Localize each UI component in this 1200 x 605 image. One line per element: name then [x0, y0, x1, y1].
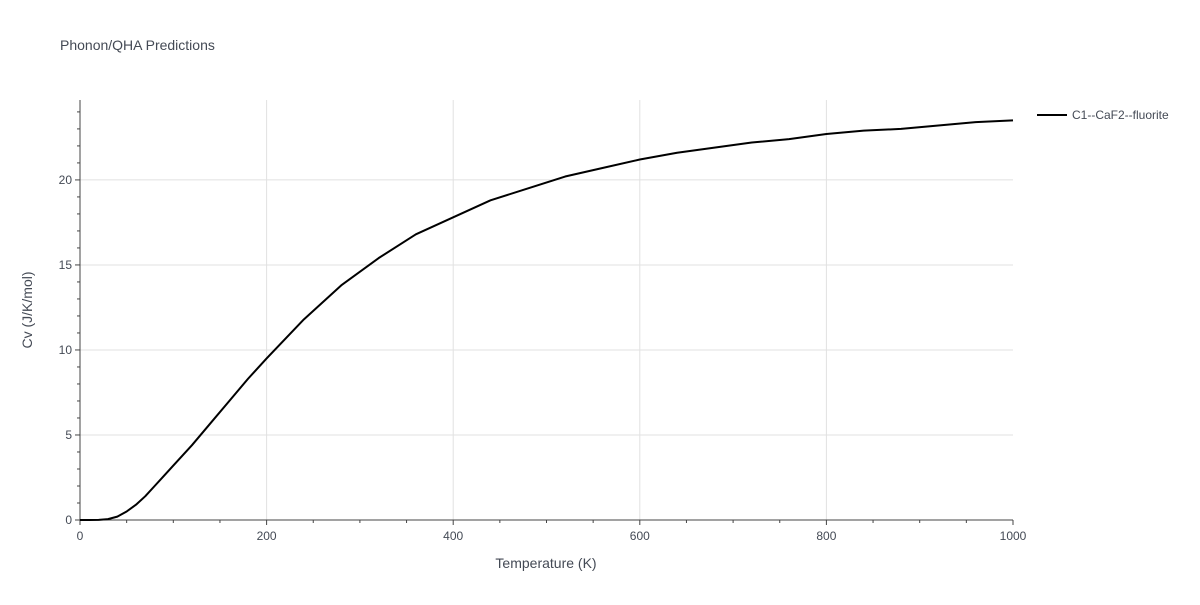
- x-tick-label: 0: [77, 529, 84, 543]
- series-line: [80, 119, 1014, 521]
- tick-labels: 0 200 400 600 800 1000 0 5 10 15 20: [59, 173, 1027, 543]
- y-tick-label: 15: [59, 258, 73, 272]
- x-tick-label: 800: [816, 529, 836, 543]
- x-axis-label: Temperature (K): [495, 555, 596, 571]
- x-tick-label: 1000: [1000, 529, 1027, 543]
- grid-lines: [80, 100, 1013, 520]
- y-tick-label: 20: [59, 173, 73, 187]
- x-tick-label: 600: [630, 529, 650, 543]
- y-axis-label: Cv (J/K/mol): [19, 272, 35, 349]
- axes: [75, 100, 1014, 525]
- y-tick-label: 0: [65, 513, 72, 527]
- y-tick-label: 5: [65, 428, 72, 442]
- legend-label: C1--CaF2--fluorite: [1072, 108, 1169, 122]
- chart-title: Phonon/QHA Predictions: [60, 37, 215, 53]
- series-group: [80, 119, 1014, 521]
- x-tick-label: 400: [443, 529, 463, 543]
- y-tick-label: 10: [59, 343, 73, 357]
- x-tick-label: 200: [257, 529, 277, 543]
- legend[interactable]: C1--CaF2--fluorite: [1037, 108, 1169, 122]
